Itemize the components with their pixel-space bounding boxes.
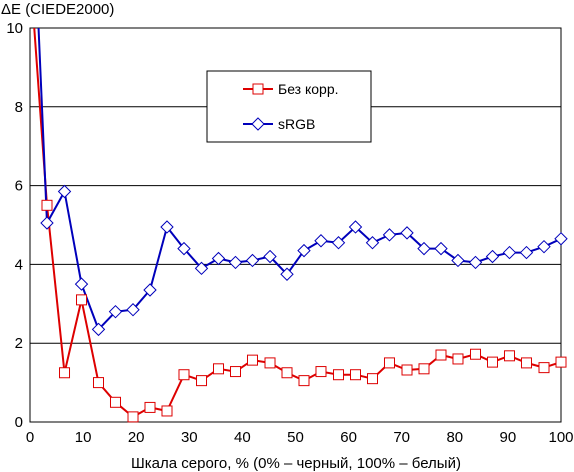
marker-bez-korr xyxy=(487,356,499,368)
y-tick-label: 2 xyxy=(15,335,23,352)
marker-bez-korr xyxy=(59,367,71,379)
marker-bez-korr xyxy=(213,363,225,375)
x-tick-label: 40 xyxy=(234,429,251,446)
x-tick-label: 30 xyxy=(181,429,198,446)
marker-srgb xyxy=(228,255,243,270)
x-tick-label: 60 xyxy=(340,429,357,446)
marker-bez-korr xyxy=(333,369,345,381)
marker-srgb xyxy=(263,249,277,264)
y-tick-label: 10 xyxy=(6,20,23,37)
marker-srgb xyxy=(126,303,140,317)
marker-srgb xyxy=(348,220,363,234)
marker-bez-korr xyxy=(92,377,104,389)
marker-srgb xyxy=(177,241,191,256)
marker-bez-korr xyxy=(315,366,327,378)
marker-srgb xyxy=(211,251,226,266)
marker-srgb xyxy=(382,228,397,242)
legend-marker-bez-korr xyxy=(252,83,264,95)
marker-bez-korr xyxy=(435,349,447,361)
marker-srgb xyxy=(108,304,123,319)
marker-srgb xyxy=(331,236,346,250)
marker-srgb xyxy=(160,220,174,234)
x-tick-label: 90 xyxy=(500,429,517,446)
x-tick-label: 0 xyxy=(26,429,34,446)
marker-srgb xyxy=(297,243,311,258)
marker-bez-korr xyxy=(229,366,241,378)
marker-srgb xyxy=(91,322,106,337)
y-tick-labels: 0 2 4 6 8 10 xyxy=(6,20,23,431)
marker-srgb xyxy=(451,253,465,268)
marker-srgb xyxy=(519,245,534,260)
legend-label-srgb: sRGB xyxy=(278,116,315,132)
marker-bez-korr xyxy=(161,405,173,417)
marker-bez-korr xyxy=(298,375,310,387)
x-tick-label: 20 xyxy=(128,429,145,446)
marker-srgb xyxy=(485,249,500,264)
y-tick-label: 0 xyxy=(15,414,23,431)
x-tick-label: 50 xyxy=(287,429,304,446)
marker-srgb xyxy=(314,234,328,248)
marker-srgb xyxy=(194,261,209,276)
marker-bez-korr xyxy=(452,353,464,365)
marker-srgb xyxy=(468,255,483,270)
x-tick-label: 100 xyxy=(548,429,573,446)
marker-srgb xyxy=(57,184,72,199)
marker-bez-korr xyxy=(366,373,378,385)
x-tick-label: 80 xyxy=(446,429,463,446)
marker-bez-korr xyxy=(144,401,156,413)
marker-bez-korr xyxy=(538,362,550,374)
marker-srgb xyxy=(143,283,157,297)
marker-srgb xyxy=(554,232,568,246)
marker-bez-korr xyxy=(401,364,413,376)
marker-bez-korr xyxy=(264,357,276,369)
marker-bez-korr xyxy=(41,199,53,211)
x-tick-label: 70 xyxy=(393,429,410,446)
marker-bez-korr xyxy=(383,357,395,369)
y-tick-label: 4 xyxy=(15,256,23,273)
marker-bez-korr xyxy=(76,294,88,306)
x-tick-label: 10 xyxy=(75,429,92,446)
y-axis-title: ΔE (CIEDE2000) xyxy=(1,1,114,18)
marker-srgb xyxy=(365,236,380,250)
y-tick-label: 6 xyxy=(15,178,23,195)
marker-srgb xyxy=(400,226,414,240)
marker-bez-korr xyxy=(503,350,515,362)
marker-srgb xyxy=(280,267,294,281)
marker-srgb xyxy=(245,253,260,268)
x-axis-title: Шкала серого, % (0% – черный, 100% – бел… xyxy=(131,455,461,472)
legend-label-bez-korr: Без корр. xyxy=(278,81,339,97)
marker-bez-korr xyxy=(178,369,190,381)
marker-bez-korr xyxy=(196,375,208,387)
marker-srgb xyxy=(502,245,517,260)
marker-srgb xyxy=(40,216,54,230)
marker-bez-korr xyxy=(520,357,532,369)
x-tick-labels: 0 10 20 30 40 50 60 70 80 90 100 xyxy=(26,429,574,446)
marker-bez-korr xyxy=(555,356,567,368)
marker-srgb xyxy=(434,241,448,256)
marker-bez-korr xyxy=(246,354,258,366)
marker-bez-korr xyxy=(109,396,121,408)
y-tick-label: 8 xyxy=(15,99,23,116)
marker-bez-korr xyxy=(470,348,482,360)
marker-bez-korr xyxy=(350,369,362,381)
marker-bez-korr xyxy=(127,411,139,423)
marker-bez-korr xyxy=(418,363,430,375)
marker-srgb xyxy=(74,277,89,291)
markers-layer xyxy=(40,184,568,423)
legend-box xyxy=(206,70,372,143)
marker-bez-korr xyxy=(281,367,293,379)
legend: Без корр. sRGB xyxy=(206,70,372,143)
legend-marker-srgb xyxy=(251,117,265,131)
marker-srgb xyxy=(417,241,431,256)
marker-srgb xyxy=(537,239,551,254)
